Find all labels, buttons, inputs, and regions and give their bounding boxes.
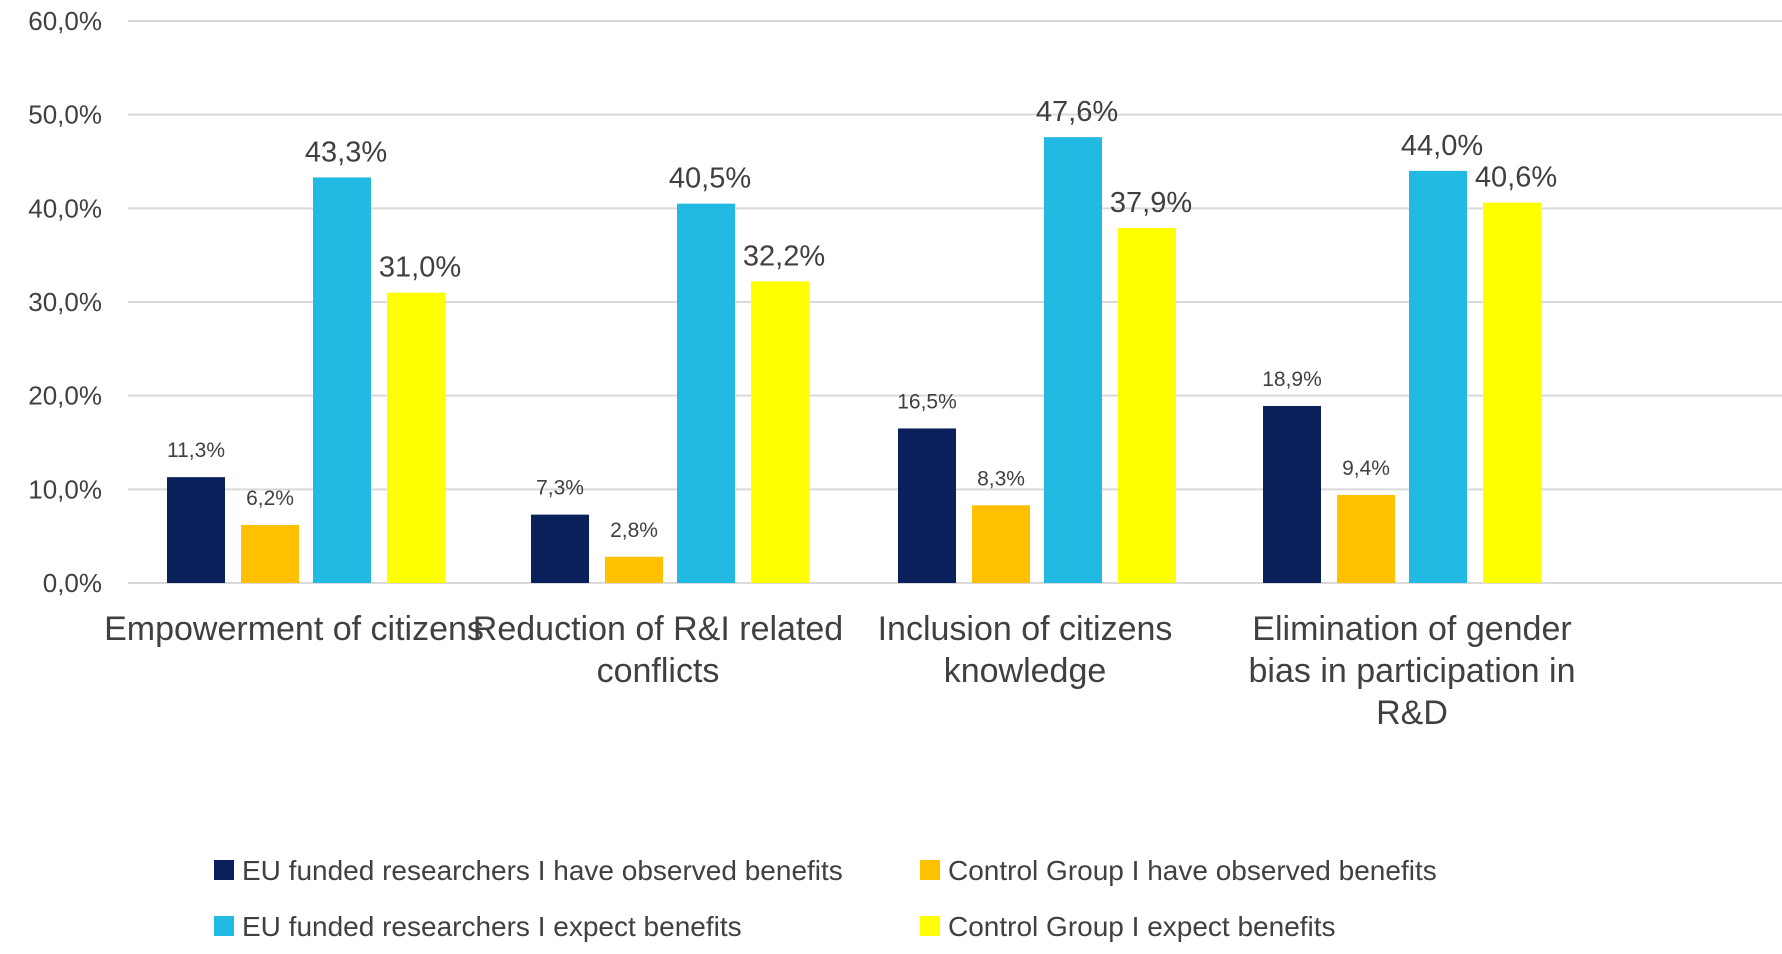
y-tick-label: 60,0% — [28, 6, 102, 36]
bar — [531, 514, 589, 583]
y-tick-label: 30,0% — [28, 287, 102, 317]
legend-label: Control Group I have observed benefits — [948, 855, 1437, 886]
data-label: 11,3% — [167, 439, 225, 462]
bar — [1337, 494, 1395, 583]
category-label: Empowerment of citizens — [104, 610, 484, 648]
y-tick-label: 0,0% — [43, 568, 102, 598]
data-label: 7,3% — [536, 477, 584, 500]
bar — [898, 428, 956, 583]
legend-swatch — [214, 860, 234, 880]
legend-label: EU funded researchers I expect benefits — [242, 911, 742, 942]
data-label: 44,0% — [1401, 130, 1483, 162]
data-label: 2,8% — [610, 519, 658, 542]
data-label: 40,6% — [1475, 162, 1557, 194]
y-tick-label: 10,0% — [28, 474, 102, 504]
data-label: 32,2% — [743, 240, 825, 272]
bar — [1263, 405, 1321, 583]
y-tick-label: 40,0% — [28, 193, 102, 223]
bar — [1044, 137, 1102, 583]
data-label: 37,9% — [1110, 187, 1192, 219]
bars — [167, 137, 1541, 584]
bar — [677, 203, 735, 583]
y-tick-label: 50,0% — [28, 100, 102, 130]
category-label: Reduction of R&I related — [473, 610, 843, 648]
bar — [972, 505, 1030, 583]
bar — [167, 477, 225, 583]
bar — [1118, 228, 1176, 583]
bar — [1409, 170, 1467, 583]
y-axis-tick-labels: 0,0% 10,0% 20,0% 30,0% 40,0% 50,0% 60,0% — [28, 6, 102, 598]
category-label: Inclusion of citizens — [878, 610, 1173, 648]
data-label: 43,3% — [305, 136, 387, 168]
category-label: conflicts — [597, 652, 720, 690]
bar — [241, 524, 299, 583]
bar — [387, 292, 445, 583]
data-label: 40,5% — [669, 163, 751, 195]
category-label: R&D — [1376, 694, 1448, 732]
category-label: bias in participation in — [1249, 652, 1576, 690]
data-label: 8,3% — [977, 467, 1025, 490]
legend-label: EU funded researchers I have observed be… — [242, 855, 843, 886]
category-label: Elimination of gender — [1252, 610, 1571, 648]
legend-label: Control Group I expect benefits — [948, 911, 1336, 942]
data-label: 16,5% — [897, 390, 957, 413]
data-label: 9,4% — [1342, 457, 1390, 480]
data-label: 31,0% — [379, 252, 461, 284]
data-label: 47,6% — [1036, 96, 1118, 128]
bar — [751, 281, 809, 583]
data-label: 6,2% — [246, 487, 294, 510]
bar — [313, 177, 371, 583]
data-label: 18,9% — [1262, 368, 1322, 391]
y-tick-label: 20,0% — [28, 381, 102, 411]
legend-swatch — [214, 916, 234, 936]
legend-swatch — [920, 916, 940, 936]
bar — [605, 556, 663, 583]
bar — [1483, 202, 1541, 584]
legend-swatch — [920, 860, 940, 880]
data-labels: 11,3% 7,3% 16,5% 18,9% 6,2% 2,8% 8,3% 9,4% 43,3%… — [167, 96, 1557, 542]
category-label: knowledge — [944, 652, 1107, 690]
legend: EU funded researchers I have observed be… — [214, 855, 1437, 942]
